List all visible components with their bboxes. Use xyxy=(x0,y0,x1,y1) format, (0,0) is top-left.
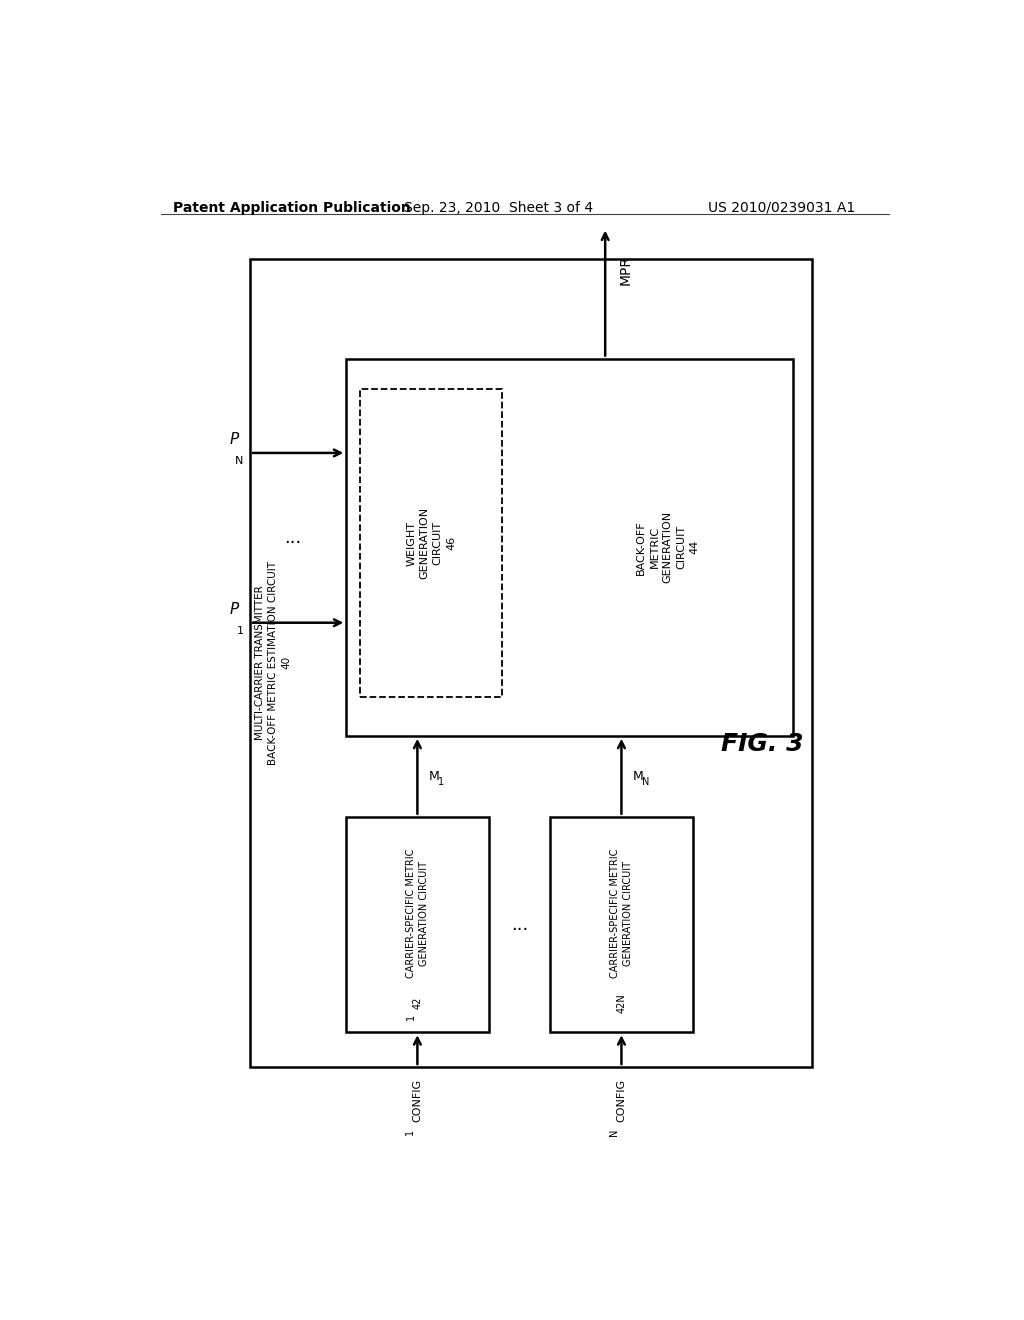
Text: MPR: MPR xyxy=(620,255,633,285)
Text: CONFIG: CONFIG xyxy=(616,1078,627,1122)
Bar xyxy=(346,817,488,1032)
Text: FIG. 3: FIG. 3 xyxy=(721,731,803,755)
Text: N: N xyxy=(642,777,649,788)
Text: ...: ... xyxy=(284,529,301,546)
Text: WEIGHT
GENERATION
CIRCUIT
46: WEIGHT GENERATION CIRCUIT 46 xyxy=(407,507,456,579)
Bar xyxy=(250,259,812,1067)
Text: 42N: 42N xyxy=(616,993,627,1012)
Text: M: M xyxy=(633,770,644,783)
Bar xyxy=(550,817,692,1032)
Text: P: P xyxy=(229,602,239,616)
Text: N: N xyxy=(236,455,244,466)
Text: M: M xyxy=(429,770,439,783)
Text: 1: 1 xyxy=(404,1129,415,1135)
Bar xyxy=(346,359,793,737)
Text: BACK-OFF
METRIC
GENERATION
CIRCUIT
44: BACK-OFF METRIC GENERATION CIRCUIT 44 xyxy=(636,511,699,583)
Text: 1: 1 xyxy=(438,777,444,788)
Text: 1: 1 xyxy=(237,626,244,636)
Text: Patent Application Publication: Patent Application Publication xyxy=(173,201,411,215)
Text: 1: 1 xyxy=(407,1014,416,1020)
Text: CARRIER-SPECIFIC METRIC
GENERATION CIRCUIT: CARRIER-SPECIFIC METRIC GENERATION CIRCU… xyxy=(406,849,429,978)
Text: CONFIG: CONFIG xyxy=(413,1078,422,1122)
Text: US 2010/0239031 A1: US 2010/0239031 A1 xyxy=(708,201,855,215)
Bar xyxy=(360,389,503,697)
Text: MULTI-CARRIER TRANSMITTER
BACK-OFF METRIC ESTIMATION CIRCUIT
40: MULTI-CARRIER TRANSMITTER BACK-OFF METRI… xyxy=(255,561,291,764)
Text: P: P xyxy=(229,432,239,446)
Text: CARRIER-SPECIFIC METRIC
GENERATION CIRCUIT: CARRIER-SPECIFIC METRIC GENERATION CIRCU… xyxy=(610,849,633,978)
Text: 42: 42 xyxy=(413,997,422,1010)
Text: ...: ... xyxy=(511,916,528,933)
Text: Sep. 23, 2010  Sheet 3 of 4: Sep. 23, 2010 Sheet 3 of 4 xyxy=(403,201,593,215)
Text: N: N xyxy=(608,1129,618,1137)
